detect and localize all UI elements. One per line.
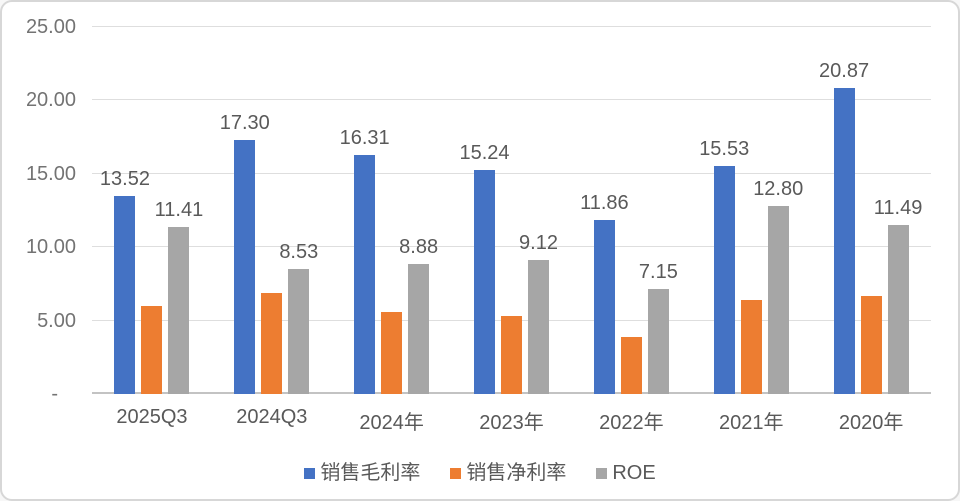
- bar-roe-2023: 9.12: [519, 233, 558, 394]
- data-label-roe-2022: 7.15: [638, 261, 678, 284]
- bar-roe-2020: 11.49: [874, 198, 922, 394]
- y-tick-label: -: [51, 383, 58, 405]
- bar-group-2022: 11.86 7.15: [571, 27, 691, 394]
- legend-item-gross-margin: 销售毛利率: [304, 463, 420, 483]
- bar-net-margin-2023: [501, 316, 522, 394]
- bar-group-2025q3: 13.52 11.41: [92, 27, 212, 394]
- gridline: [92, 99, 931, 101]
- bar-gross-margin-2020: 20.87: [819, 61, 869, 394]
- data-label-gross-margin-2025q3: 13.52: [99, 167, 150, 190]
- plot-area: 13.52 11.41 17.30 8.53 16.31 8.88 15.24 9.12 11.…: [92, 26, 931, 394]
- data-label-gross-margin-2024: 16.31: [339, 126, 390, 149]
- gridline: [92, 246, 931, 248]
- bar-group-2021: 15.53 12.80: [691, 27, 811, 394]
- x-axis: 2025Q3 2024Q3 2024年 2023年 2022年 2021年 2020年: [92, 406, 931, 435]
- bar-group-2024q3: 17.30 8.53: [212, 27, 332, 394]
- x-tick-label-2020: 2020年: [838, 412, 904, 434]
- x-tick-label-2022: 2022年: [599, 412, 664, 434]
- data-label-gross-margin-2022: 11.86: [580, 191, 629, 214]
- bar-roe-2024q3: 8.53: [279, 242, 318, 394]
- bar-group-2023: 15.24 9.12: [452, 27, 572, 394]
- data-label-roe-2024q3: 8.53: [279, 240, 319, 263]
- data-label-gross-margin-2021: 15.53: [699, 138, 750, 161]
- data-label-roe-2020: 11.49: [873, 197, 923, 220]
- data-label-gross-margin-2020: 20.87: [819, 59, 870, 82]
- legend: 销售毛利率 销售净利率 ROE: [2, 457, 958, 489]
- legend-swatch-roe: [596, 467, 608, 479]
- bar-group-2024: 16.31 8.88: [332, 27, 452, 394]
- x-tick-label-2024: 2024年: [359, 412, 424, 434]
- legend-swatch-net-margin: [450, 467, 462, 479]
- legend-swatch-gross-margin: [304, 467, 316, 479]
- bar-roe-2025q3: 11.41: [155, 200, 203, 394]
- x-tick-label-2021: 2021年: [718, 412, 784, 434]
- gridline: [92, 172, 931, 174]
- bar-net-margin-2021: [740, 300, 762, 394]
- bar-net-margin-2025q3: [141, 305, 163, 394]
- bar-gross-margin-2024: 16.31: [340, 128, 390, 394]
- legend-item-roe: ROE: [596, 462, 656, 484]
- bar-gross-margin-2023: 15.24: [459, 143, 510, 394]
- bar-gross-margin-2021: 15.53: [699, 139, 749, 394]
- bar-gross-margin-2022: 11.86: [580, 193, 629, 394]
- data-label-gross-margin-2023: 15.24: [459, 142, 510, 165]
- bar-net-margin-2020: [860, 295, 882, 394]
- bar-net-margin-2024: [381, 311, 403, 394]
- bar-roe-2024: 8.88: [399, 237, 438, 394]
- legend-label-roe: ROE: [612, 462, 656, 484]
- bar-group-2020: 20.87 11.49: [811, 27, 931, 394]
- bar-roe-2021: 12.80: [753, 179, 803, 394]
- y-tick-label: 15.00: [25, 162, 76, 185]
- y-axis: 25.00 20.00 15.00 10.00 5.00 -: [2, 17, 76, 404]
- x-tick-label-2023: 2023年: [479, 412, 544, 434]
- data-label-roe-2024: 8.88: [399, 235, 439, 258]
- x-tick-label-2024q3: 2024Q3: [236, 406, 308, 428]
- y-tick-label: 10.00: [25, 236, 76, 259]
- bar-gross-margin-2025q3: 13.52: [100, 169, 150, 394]
- data-label-roe-2021: 12.80: [753, 178, 804, 201]
- y-tick-label: 25.00: [25, 16, 76, 38]
- bar-net-margin-2022: [620, 336, 642, 394]
- data-label-roe-2025q3: 11.41: [154, 198, 204, 221]
- x-tick-label-2025q3: 2025Q3: [116, 406, 188, 428]
- legend-item-net-margin: 销售净利率: [450, 463, 566, 483]
- bar-gross-margin-2024q3: 17.30: [220, 113, 270, 394]
- y-tick-label: 20.00: [25, 89, 76, 112]
- y-tick-label: 5.00: [37, 309, 76, 332]
- bar-net-margin-2024q3: [261, 292, 283, 394]
- data-label-roe-2023: 9.12: [519, 232, 558, 255]
- legend-label-net-margin: 销售净利率: [466, 462, 567, 484]
- data-label-gross-margin-2024q3: 17.30: [219, 112, 270, 135]
- legend-label-gross-margin: 销售毛利率: [320, 462, 421, 484]
- gridline: [92, 26, 931, 27]
- bar-roe-2022: 7.15: [639, 262, 678, 394]
- bar-groups: 13.52 11.41 17.30 8.53 16.31 8.88 15.24 9.12 11.…: [92, 27, 931, 394]
